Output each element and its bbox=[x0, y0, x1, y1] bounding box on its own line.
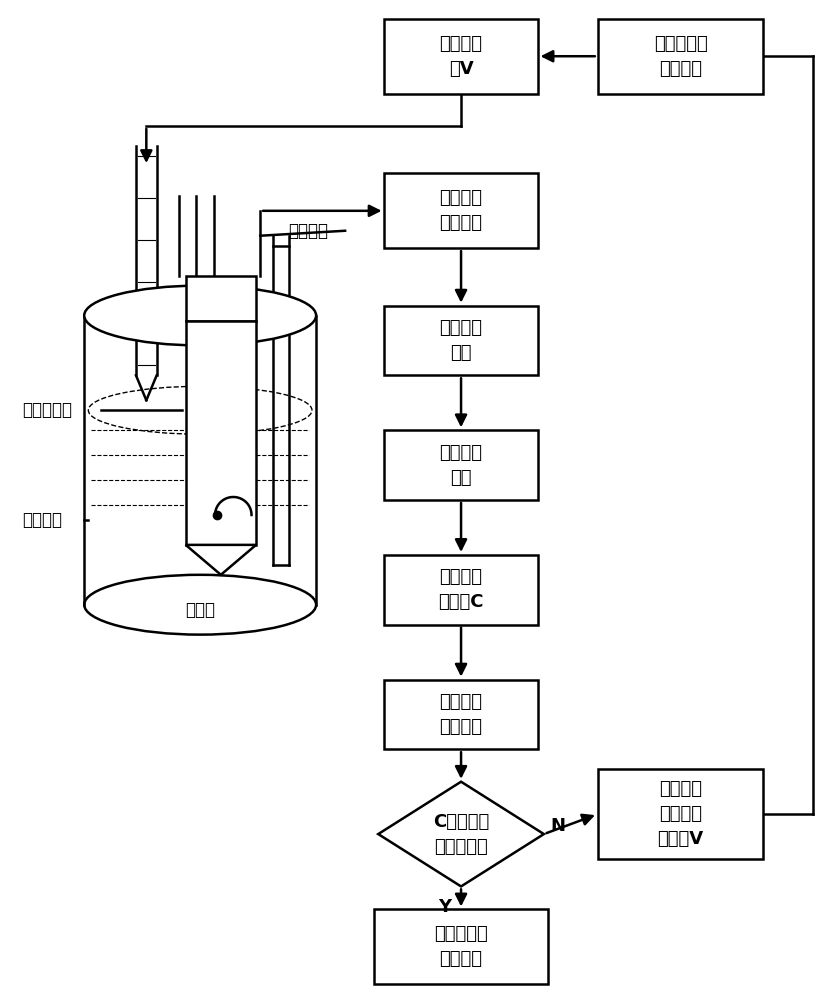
FancyBboxPatch shape bbox=[385, 173, 538, 248]
Text: C处于最佳
浓度范围？: C处于最佳 浓度范围？ bbox=[433, 813, 489, 856]
Text: 根据偏差
调节进样
设定值V: 根据偏差 调节进样 设定值V bbox=[657, 780, 704, 848]
Text: 自主识别
浓度区间: 自主识别 浓度区间 bbox=[440, 693, 483, 736]
Text: 微安电流
检测电路: 微安电流 检测电路 bbox=[440, 189, 483, 232]
Text: 浓度响应
方程: 浓度响应 方程 bbox=[440, 444, 483, 487]
FancyBboxPatch shape bbox=[385, 680, 538, 749]
Text: 精确测量葡
萄糖浓度: 精确测量葡 萄糖浓度 bbox=[434, 925, 488, 968]
Text: 自动进样
量V: 自动进样 量V bbox=[440, 35, 483, 78]
Ellipse shape bbox=[88, 386, 312, 434]
Polygon shape bbox=[378, 782, 543, 886]
FancyBboxPatch shape bbox=[385, 430, 538, 500]
FancyBboxPatch shape bbox=[385, 19, 538, 94]
Ellipse shape bbox=[84, 286, 316, 345]
FancyBboxPatch shape bbox=[597, 769, 764, 859]
Text: 三电极芯片: 三电极芯片 bbox=[22, 401, 72, 419]
FancyBboxPatch shape bbox=[374, 909, 548, 984]
Text: Y: Y bbox=[438, 898, 451, 916]
FancyBboxPatch shape bbox=[185, 276, 256, 320]
Text: N: N bbox=[550, 817, 566, 835]
Text: 检测池: 检测池 bbox=[185, 601, 215, 619]
FancyBboxPatch shape bbox=[385, 555, 538, 625]
Text: 电流信号: 电流信号 bbox=[288, 222, 328, 240]
FancyBboxPatch shape bbox=[385, 306, 538, 375]
Text: 高精密智能
进样装置: 高精密智能 进样装置 bbox=[654, 35, 707, 78]
FancyBboxPatch shape bbox=[185, 320, 256, 545]
Text: 反应溶液: 反应溶液 bbox=[22, 511, 62, 529]
Text: 数字滤波
处理: 数字滤波 处理 bbox=[440, 319, 483, 362]
FancyBboxPatch shape bbox=[597, 19, 764, 94]
Ellipse shape bbox=[84, 575, 316, 635]
Polygon shape bbox=[185, 545, 256, 575]
Text: 组分浓度
测量值C: 组分浓度 测量值C bbox=[438, 568, 484, 611]
